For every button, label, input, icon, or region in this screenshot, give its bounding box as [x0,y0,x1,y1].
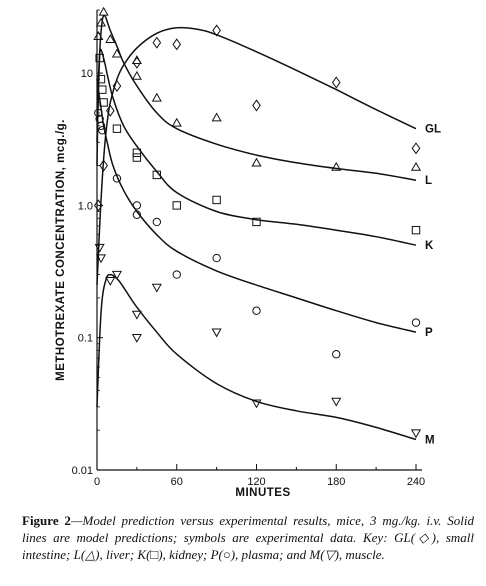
marker-k [152,170,162,180]
marker-k [98,85,107,94]
marker-gl [105,104,115,117]
marker-m [251,399,262,409]
series-labels: GL L K P M [425,124,441,447]
x-tick-label: 0 [94,476,100,488]
marker-p [411,318,421,327]
marker-l [131,55,142,64]
marker-m [331,397,342,407]
figure-caption: Figure 2—Model prediction versus experim… [22,512,474,563]
marker-k [112,124,122,133]
marker-m [95,254,107,264]
x-axis-label: MINUTES [235,487,290,499]
y-tick-label: 10 [81,68,93,80]
curve-m [96,273,417,441]
curve-gl [96,26,417,286]
marker-gl [99,159,108,172]
y-tick-label: 0.1 [78,333,93,345]
series-label-gl: GL [425,124,441,136]
marker-p [212,253,221,263]
marker-l [410,161,422,171]
marker-l [131,70,142,80]
series-label-m: M [425,435,435,447]
marker-k [132,148,142,157]
marker-p [132,201,142,210]
marker-m [410,429,422,439]
marker-gl [252,99,261,112]
marker-p [96,121,106,130]
marker-p [152,217,162,227]
marker-p [98,126,107,135]
marker-p [94,108,103,118]
marker-m [211,328,222,338]
marker-gl [172,38,182,51]
marker-gl [132,56,142,69]
marker-k [95,53,104,63]
marker-gl [94,199,103,212]
curve-k [96,48,417,246]
marker-l [151,92,162,102]
marker-k [99,98,108,107]
marker-k [172,201,181,210]
y-tick-label: 0.01 [72,465,93,477]
marker-l [251,157,262,167]
model-curves [96,14,417,441]
marker-m [111,270,122,280]
x-tick-label: 60 [171,476,183,488]
marker-l [93,31,104,40]
marker-gl [152,36,162,49]
series-label-l: L [425,175,432,187]
marker-l [211,112,222,122]
marker-k [96,74,106,84]
marker-m [131,310,142,320]
marker-l [171,117,182,127]
y-axis-label: METHOTREXATE CONCENTRATION, mcg./g. [55,119,67,381]
marker-l [105,34,116,44]
marker-k [411,225,421,235]
y-tick-label: 1.0 [78,200,93,212]
series-label-k: K [425,240,434,252]
x-tick-label: 180 [327,476,345,488]
caption-text: —Model prediction versus experimental re… [22,513,474,562]
marker-k [212,195,221,205]
marker-l [98,6,109,16]
marker-l [95,17,107,27]
curve-p [96,79,417,333]
marker-p [112,174,122,183]
x-tick-label: 240 [407,476,425,488]
curve-l [96,14,417,181]
marker-m [151,283,162,293]
series-label-p: P [425,327,433,339]
axes: 0 60 120 180 240 0.01 0.1 1.0 10 [72,9,425,488]
x-tick-label: 120 [247,476,265,488]
marker-m [131,334,142,343]
marker-m [105,276,116,286]
marker-p [172,270,181,279]
marker-k [132,153,142,162]
marker-l [331,161,342,171]
caption-label: Figure 2 [22,513,71,528]
marker-p [332,350,341,359]
marker-gl [212,24,221,37]
marker-gl [411,142,421,155]
marker-p [132,210,142,219]
marker-m [94,243,105,253]
marker-l [111,48,122,58]
marker-p [252,306,261,315]
data-markers [93,6,422,439]
marker-gl [331,76,341,89]
marker-k [252,217,261,227]
marker-gl [112,79,122,93]
